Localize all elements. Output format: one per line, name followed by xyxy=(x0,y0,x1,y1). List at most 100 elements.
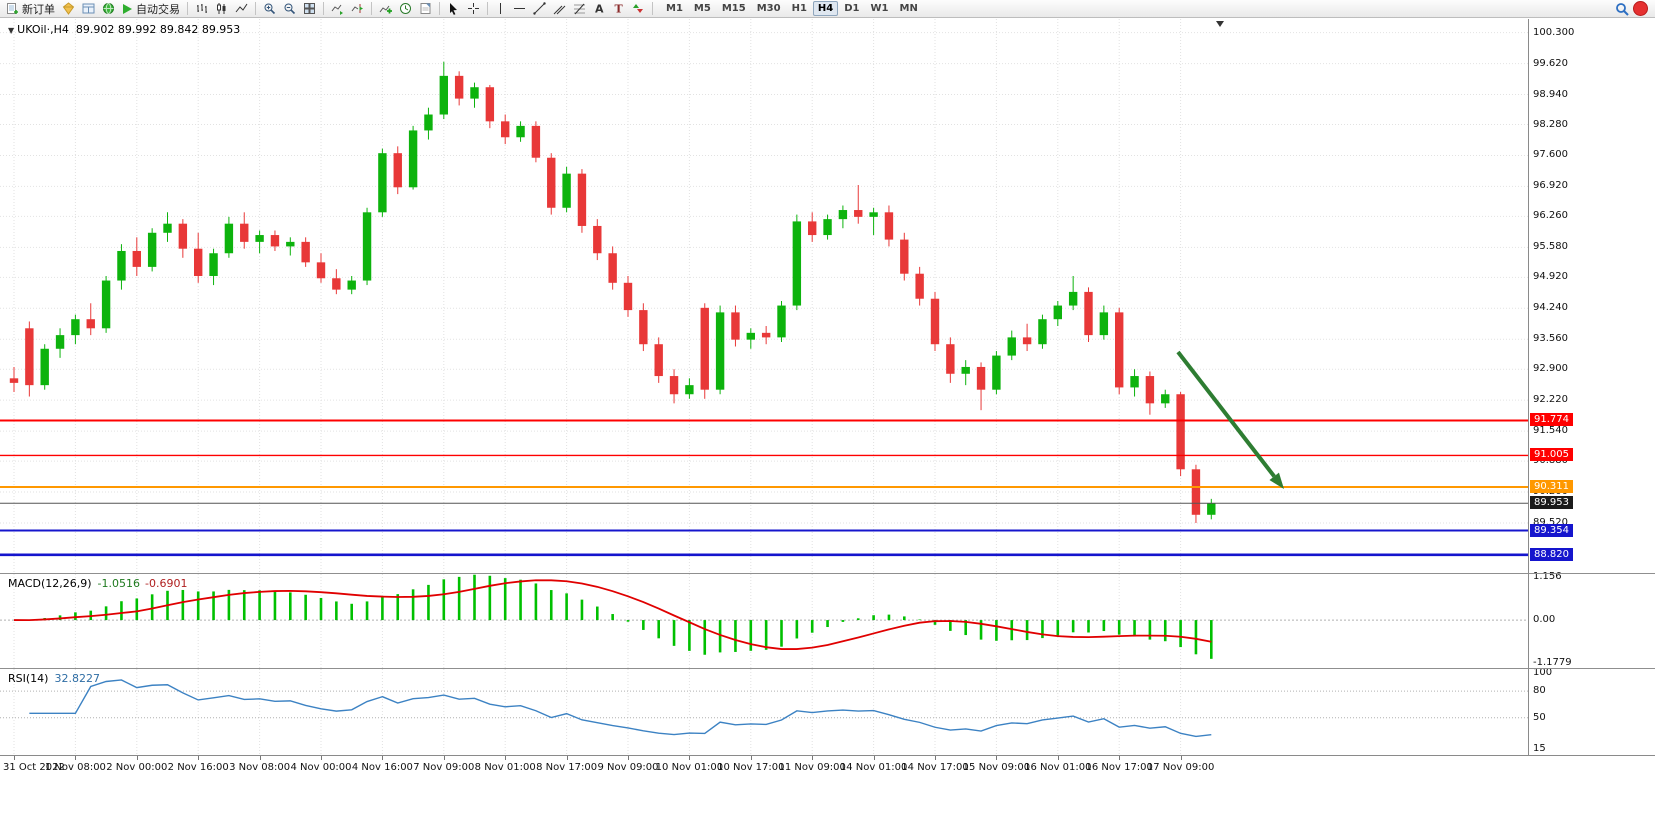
market-watch-button[interactable] xyxy=(59,1,78,17)
candle-body xyxy=(255,235,264,242)
timeframe-M1[interactable]: M1 xyxy=(666,3,683,14)
text-button[interactable]: A xyxy=(590,1,608,17)
zoom-in-button[interactable] xyxy=(260,1,279,17)
search-icon[interactable] xyxy=(1615,2,1629,16)
trendline-button[interactable] xyxy=(530,1,549,17)
rsi-pane[interactable] xyxy=(0,669,1528,755)
candle-body xyxy=(470,87,479,99)
cursor-button[interactable] xyxy=(444,1,463,17)
candle-body xyxy=(761,332,771,338)
macd-indicator-label: MACD(12,26,9) -1.0516 -0.6901 xyxy=(8,577,187,590)
notification-badge[interactable] xyxy=(1633,1,1648,16)
new-order-button[interactable]: 新订单 xyxy=(3,1,58,17)
navigator-button[interactable] xyxy=(99,1,118,17)
timeframe-H1[interactable]: H1 xyxy=(791,3,807,14)
candle-body xyxy=(270,235,280,247)
time-tick xyxy=(689,756,691,760)
indicators-button[interactable] xyxy=(376,1,395,17)
candle-body xyxy=(424,114,433,131)
candle-body xyxy=(224,223,234,254)
auto-scroll-button[interactable] xyxy=(328,1,347,17)
toolbar-separator xyxy=(255,2,256,15)
time-tick xyxy=(750,756,752,760)
price-tick-label: 92.220 xyxy=(1533,394,1568,406)
navigator-icon xyxy=(103,3,114,14)
ohlc-values: 89.902 89.992 89.842 89.953 xyxy=(75,23,241,36)
horizontal-line-button[interactable] xyxy=(510,1,529,17)
price-tick-label: 94.240 xyxy=(1533,302,1568,314)
price-line-badge: 91.005 xyxy=(1530,448,1573,462)
chart-shift-button[interactable] xyxy=(348,1,367,17)
macd-signal-value: -0.6901 xyxy=(145,577,188,590)
price-tick-label: 93.560 xyxy=(1533,333,1568,345)
candle-body xyxy=(915,273,924,299)
candle-body xyxy=(715,312,725,390)
candle-body xyxy=(332,278,341,290)
rsi-tick-label: 50 xyxy=(1533,711,1546,723)
time-tick xyxy=(443,756,445,760)
autotrade-button[interactable]: 自动交易 xyxy=(119,1,183,17)
vertical-line-button[interactable] xyxy=(492,1,509,17)
candle-body xyxy=(531,125,541,158)
templates-button[interactable] xyxy=(416,1,435,17)
crosshair-button[interactable] xyxy=(464,1,483,17)
channel-button[interactable] xyxy=(550,1,569,17)
periods-button[interactable] xyxy=(396,1,415,17)
auto-scroll-icon xyxy=(331,4,343,15)
timeframe-M5[interactable]: M5 xyxy=(693,3,711,14)
candle-body xyxy=(408,130,418,188)
timeframe-H4[interactable]: H4 xyxy=(812,1,839,16)
time-tick xyxy=(136,756,138,760)
candle-body xyxy=(9,378,19,383)
data-window-button[interactable] xyxy=(79,1,98,17)
candlestick-chart-button[interactable] xyxy=(212,1,231,17)
timeframe-M15[interactable]: M15 xyxy=(721,3,746,14)
trend-arrow[interactable] xyxy=(1176,350,1276,478)
zoom-out-button[interactable] xyxy=(280,1,299,17)
timeframe-MN[interactable]: MN xyxy=(899,3,918,14)
arrows-button[interactable] xyxy=(628,1,648,17)
timeframe-D1[interactable]: D1 xyxy=(844,3,860,14)
chart-shift-marker[interactable] xyxy=(1216,21,1224,27)
candle-body xyxy=(547,157,556,208)
price-tick-label: 98.280 xyxy=(1533,118,1568,130)
rsi-tick-label: 15 xyxy=(1533,742,1546,754)
pane-divider[interactable] xyxy=(0,573,1655,574)
price-line-badge: 88.820 xyxy=(1530,547,1573,561)
macd-pane[interactable] xyxy=(0,574,1528,668)
candle-body xyxy=(808,221,817,236)
candle-body xyxy=(593,225,602,254)
chart-title: ▼ UKOil·,H4 89.902 89.992 89.842 89.953 xyxy=(8,23,240,36)
time-tick xyxy=(566,756,568,760)
time-axis-label: 11 Nov 09:00 xyxy=(778,762,846,773)
time-tick xyxy=(628,756,629,760)
current-price-badge: 89.953 xyxy=(1530,496,1573,510)
timeframe-M30[interactable]: M30 xyxy=(756,3,781,14)
pane-divider[interactable] xyxy=(0,668,1655,669)
line-chart-icon xyxy=(235,3,248,13)
candle-body xyxy=(163,223,172,233)
price-axis[interactable]: 100.300 99.620 98.940 98.280 97.600 96.920 96.… xyxy=(1528,19,1655,755)
price-tick-label: 96.260 xyxy=(1533,210,1568,222)
candle-body xyxy=(1053,305,1062,320)
rsi-indicator-label: RSI(14) 32.8227 xyxy=(8,672,100,685)
line-chart-button[interactable] xyxy=(232,1,251,17)
macd-signal-line xyxy=(13,579,1212,650)
bar-chart-button[interactable] xyxy=(192,1,211,17)
vertical-line-icon xyxy=(500,3,501,14)
fibonacci-button[interactable] xyxy=(570,1,589,17)
main-price-pane[interactable] xyxy=(0,19,1528,573)
label-button[interactable]: T xyxy=(609,1,627,17)
chart-expander-icon[interactable]: ▼ xyxy=(8,26,15,35)
price-tick-label: 96.920 xyxy=(1533,180,1568,192)
candle-body xyxy=(854,210,863,217)
rsi-value: 32.8227 xyxy=(54,672,100,685)
new-order-icon xyxy=(7,3,18,14)
time-axis-label: 9 Nov 09:00 xyxy=(597,762,659,773)
candle-body xyxy=(1068,291,1078,306)
timeframe-W1[interactable]: W1 xyxy=(870,3,889,14)
candle-body xyxy=(240,223,249,242)
tile-windows-button[interactable] xyxy=(300,1,319,17)
time-axis[interactable]: 31 Oct 2022 1 Nov 08:00 2 Nov 00:00 2 Nov 1… xyxy=(0,755,1655,778)
candle-body xyxy=(40,348,49,386)
